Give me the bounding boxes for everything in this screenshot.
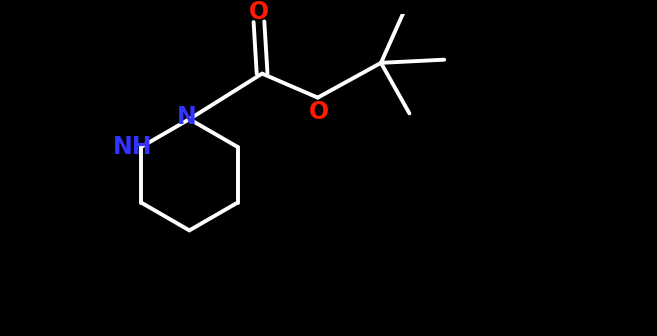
Text: O: O [249, 0, 269, 24]
Text: NH: NH [112, 135, 152, 159]
Text: O: O [309, 99, 329, 124]
Text: N: N [177, 105, 196, 129]
